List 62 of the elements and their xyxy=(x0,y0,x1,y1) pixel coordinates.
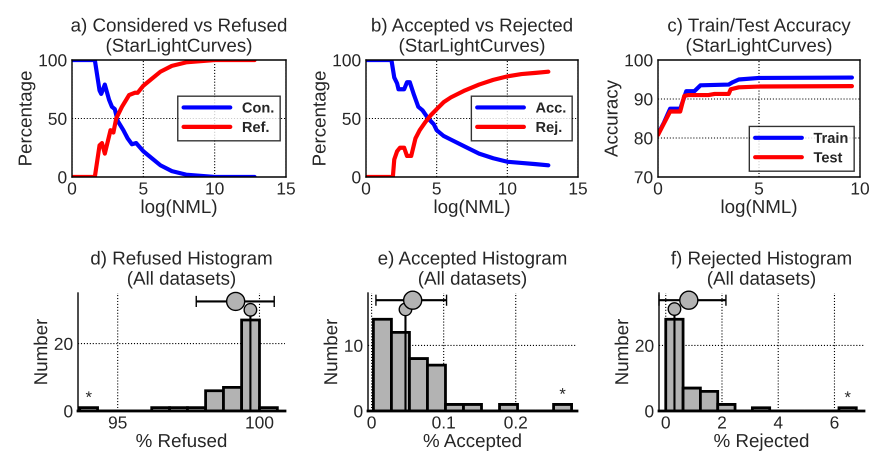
x-axis-title: log(NML) xyxy=(142,199,216,217)
y-axis-title: Number xyxy=(614,318,628,384)
legend-label: Rej. xyxy=(536,121,562,136)
x-axis-title: log(NML) xyxy=(722,199,796,217)
y-tick-label: 100 xyxy=(40,54,66,66)
x-tick-label: 15 xyxy=(278,182,295,195)
y-axis-title: Percentage xyxy=(312,71,330,165)
y-tick-label: 0 xyxy=(645,405,654,418)
x-tick-label: 15 xyxy=(570,182,587,195)
chart-title: e) Accepted Histogram (All datasets) xyxy=(378,250,566,289)
y-axis-title: Number xyxy=(34,318,48,384)
y-tick-label: 10 xyxy=(345,340,362,352)
y-axis-title: Number xyxy=(324,318,338,384)
y-tick-label: 70 xyxy=(634,171,652,184)
x-tick-label: 95 xyxy=(108,416,127,429)
x-tick-label: 2 xyxy=(718,416,726,428)
y-tick-label: 20 xyxy=(636,340,654,352)
y-tick-label: 100 xyxy=(334,54,360,66)
y-axis-title: Accuracy xyxy=(604,80,622,158)
y-axis-title: Percentage xyxy=(18,71,36,165)
legend-label: Train xyxy=(814,132,848,144)
x-tick-label: 10 xyxy=(852,182,869,195)
legend-label: Ref. xyxy=(242,121,268,132)
y-tick-label: 20 xyxy=(54,338,72,350)
x-tick-label: 5 xyxy=(139,182,148,195)
x-tick-label: 5 xyxy=(432,182,441,195)
chart-title: b) Accepted vs Rejected (StarLightCurves) xyxy=(372,18,572,56)
x-axis-title: % Accepted xyxy=(424,433,521,451)
y-tick-label: 50 xyxy=(48,112,66,125)
legend-label: Con. xyxy=(242,102,274,113)
y-tick-label: 100 xyxy=(626,54,652,66)
legend-label: Test xyxy=(814,152,842,162)
x-tick-label: 0 xyxy=(654,182,662,195)
x-tick-label: 4 xyxy=(774,416,783,428)
y-tick-label: 0 xyxy=(58,171,66,184)
y-tick-label: 80 xyxy=(634,132,652,144)
chart-title: a) Considered vs Refused (StarLightCurves) xyxy=(71,18,286,56)
x-tick-label: 10 xyxy=(499,182,516,195)
x-tick-label: 0.1 xyxy=(432,416,455,429)
annotation: * xyxy=(844,391,851,398)
x-tick-label: 0 xyxy=(662,416,670,429)
x-tick-label: 6 xyxy=(830,416,839,429)
annotation: * xyxy=(560,388,566,394)
chart-title: d) Refused Histogram (All datasets) xyxy=(91,250,272,289)
x-tick-label: 10 xyxy=(206,182,224,195)
x-tick-label: 0 xyxy=(367,416,376,429)
legend-label: Acc. xyxy=(536,102,566,113)
y-tick-label: 0 xyxy=(64,405,72,418)
y-tick-label: 0 xyxy=(354,405,362,418)
annotation: * xyxy=(86,391,92,398)
chart-title: c) Train/Test Accuracy (StarLightCurves) xyxy=(668,18,851,56)
x-axis-title: log(NML) xyxy=(434,199,510,217)
x-axis-title: % Refused xyxy=(136,433,226,448)
x-axis-title: % Rejected xyxy=(714,433,808,451)
x-tick-label: 100 xyxy=(246,416,274,429)
x-tick-label: 0.2 xyxy=(504,416,527,429)
y-tick-label: 0 xyxy=(352,171,360,184)
x-tick-label: 5 xyxy=(754,182,764,195)
chart-title: f) Rejected Histogram (All datasets) xyxy=(671,250,851,289)
y-tick-label: 90 xyxy=(634,93,652,106)
y-tick-label: 50 xyxy=(342,112,360,125)
x-tick-label: 0 xyxy=(362,182,370,195)
